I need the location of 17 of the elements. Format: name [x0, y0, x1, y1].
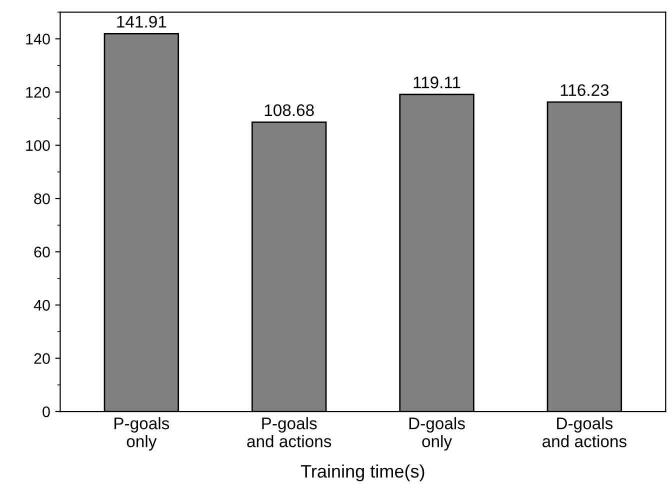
- data-label: 116.23: [560, 84, 609, 96]
- y-tick-label: 140: [26, 34, 50, 44]
- x-tick-label: P-goals and actions: [247, 417, 332, 448]
- y-tick-label: 100: [26, 140, 50, 151]
- y-tick-label: 120: [26, 86, 50, 98]
- data-label: 141.91: [117, 16, 166, 28]
- x-tick-label: D-goals only: [409, 417, 465, 451]
- data-label: 119.11: [414, 76, 460, 88]
- y-tick-label: 40: [34, 300, 50, 311]
- y-tick-label: 20: [34, 353, 50, 364]
- x-tick-label: P-goals only: [114, 417, 170, 451]
- x-axis-title: Training time(s): [300, 464, 424, 482]
- x-tick-label: D-goals and actions: [542, 417, 626, 448]
- data-label: 108.68: [264, 104, 314, 116]
- y-tick-label: 60: [34, 246, 50, 258]
- y-tick-label: 0: [42, 406, 50, 418]
- y-tick-label: 80: [34, 193, 50, 204]
